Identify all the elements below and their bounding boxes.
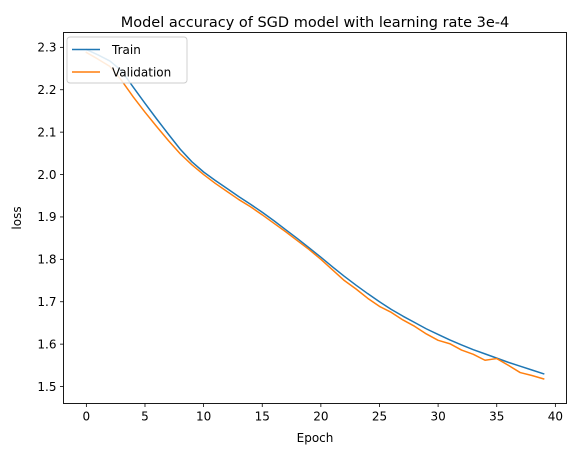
y-axis-label: loss <box>10 206 24 229</box>
x-axis: 0 5 10 15 20 25 30 35 40 <box>83 403 563 424</box>
legend: Train Validation <box>66 36 188 84</box>
plot-frame <box>63 32 567 404</box>
series-layer <box>85 48 545 380</box>
series-line-train <box>85 48 545 375</box>
x-axis-label: Epoch <box>297 431 334 445</box>
plot-area <box>63 32 567 404</box>
x-tick-label: 30 <box>430 410 445 424</box>
y-tick-label: 2.3 <box>37 41 56 55</box>
y-tick-label: 1.9 <box>37 210 56 224</box>
x-tick-label: 10 <box>196 410 211 424</box>
y-tick-label: 2.0 <box>37 168 56 182</box>
x-tick-label: 0 <box>83 410 91 424</box>
legend-label-train: Train <box>111 43 141 57</box>
y-tick-label: 1.5 <box>37 380 56 394</box>
y-tick-label: 1.8 <box>37 253 56 267</box>
x-tick-label: 20 <box>313 410 328 424</box>
y-tick-label: 1.7 <box>37 295 56 309</box>
x-tick-label: 25 <box>372 410 387 424</box>
y-axis: 1.5 1.6 1.7 1.8 1.9 2.0 2.1 2.2 2.3 <box>37 41 64 394</box>
y-tick-label: 1.6 <box>37 337 56 351</box>
x-tick-label: 15 <box>255 410 270 424</box>
series-line-validation <box>85 51 545 380</box>
x-tick-label: 5 <box>141 410 149 424</box>
x-tick-label: 40 <box>548 410 563 424</box>
y-tick-label: 2.1 <box>37 125 56 139</box>
legend-label-validation: Validation <box>112 65 171 79</box>
chart-title: Model accuracy of SGD model with learnin… <box>121 15 510 31</box>
y-tick-label: 2.2 <box>37 83 56 97</box>
x-tick-label: 35 <box>489 410 504 424</box>
